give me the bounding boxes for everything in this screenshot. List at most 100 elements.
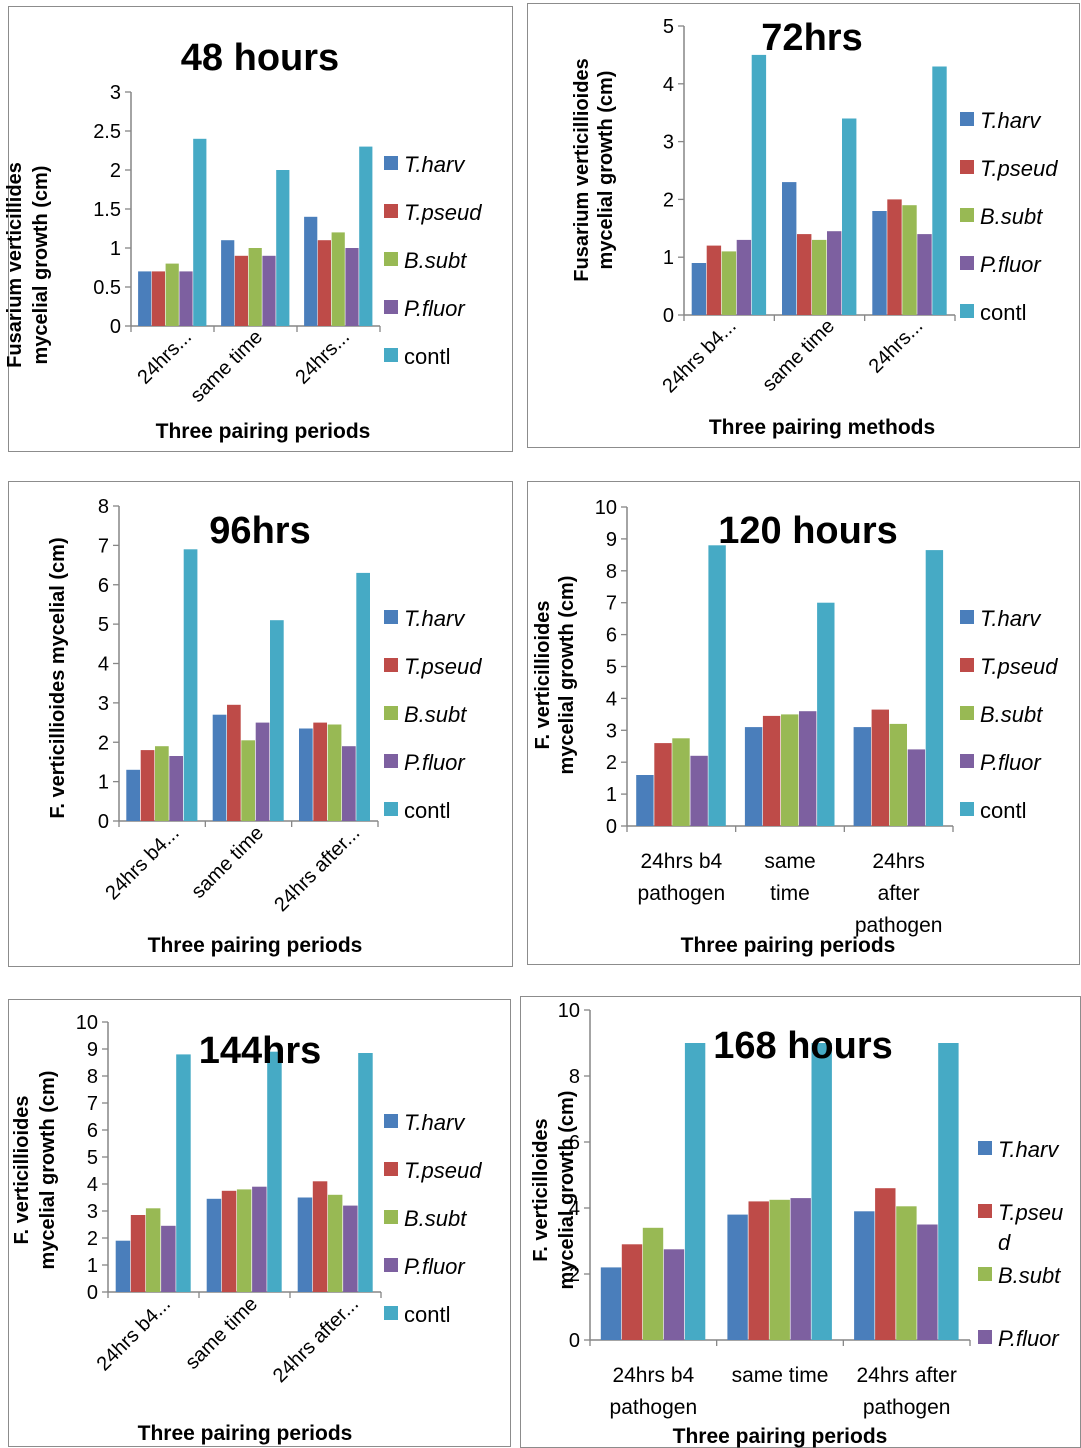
chart1-bar-t-pseud — [151, 271, 165, 326]
chart4-bar-t-harv — [636, 775, 654, 826]
chart2-bar-b-subt — [721, 251, 737, 315]
chart4-legend-label: T.harv — [980, 606, 1042, 631]
chart3-y-tick-label: 2 — [98, 732, 109, 754]
chart1-bar-p-fluor — [345, 248, 359, 326]
chart2-legend-swatch — [960, 112, 974, 126]
chart6-y-tick-label: 4 — [569, 1198, 580, 1220]
chart5-legend-swatch — [384, 1114, 398, 1128]
chart2-legend-swatch — [960, 160, 974, 174]
chart4-x-tick-label: 24hrs after pathogen — [855, 850, 943, 937]
chart2-bar-p-fluor — [917, 234, 932, 315]
chart6-legend-swatch — [978, 1141, 992, 1155]
chart3-x-axis-label: Three pairing periods — [148, 934, 363, 957]
chart2-x-axis-label: Three pairing methods — [709, 416, 935, 439]
chart3-bar-contl — [270, 620, 284, 821]
chart2-bar-b-subt — [902, 205, 917, 315]
chart5-bar-t-pseud — [221, 1190, 237, 1293]
chart4-title: 120 hours — [718, 510, 898, 552]
chart5-bar-b-subt — [145, 1208, 161, 1292]
chart6-y-tick-label: 0 — [569, 1330, 580, 1352]
chart1-y-axis-label: Fusarium verticillides mycelial growth (c… — [4, 162, 52, 368]
chart6-legend-label: T.harv — [998, 1137, 1060, 1162]
chart2-bar-t-harv — [691, 263, 707, 315]
chart2-legend-label: B.subt — [980, 204, 1043, 229]
chart3-y-tick-label: 3 — [98, 693, 109, 715]
chart5-y-tick-label: 1 — [87, 1255, 98, 1277]
chart5-legend-label: P.fluor — [404, 1254, 466, 1279]
chart3-legend-label: B.subt — [404, 702, 467, 727]
chart4-bar-t-pseud — [654, 743, 672, 826]
chart5-title: 144hrs — [199, 1030, 322, 1072]
chart6-title: 168 hours — [713, 1025, 893, 1067]
chart1-title: 48 hours — [181, 37, 339, 79]
chart1-legend-label: B.subt — [404, 248, 467, 273]
chart6-bar-contl — [684, 1043, 706, 1340]
chart4-y-tick-label: 10 — [595, 497, 617, 519]
chart5-bar-t-harv — [115, 1240, 131, 1292]
chart3-bar-contl — [183, 549, 198, 821]
chart6-bar-p-fluor — [917, 1224, 938, 1340]
chart4-legend-label: P.fluor — [980, 750, 1042, 775]
chart6-bar-t-pseud — [621, 1244, 643, 1340]
chart4-y-tick-label: 3 — [606, 720, 617, 742]
chart2-bar-p-fluor — [827, 231, 842, 315]
chart1-bar-contl — [193, 138, 207, 326]
chart2-legend-label: T.harv — [980, 108, 1042, 133]
chart6-x-tick-label: same time — [732, 1364, 829, 1387]
chart5-bar-p-fluor — [252, 1186, 267, 1292]
chart6-x-tick-label: 24hrs after pathogen — [856, 1364, 956, 1419]
chart4-bar-contl — [708, 545, 726, 826]
chart5-y-tick-label: 9 — [87, 1039, 98, 1061]
chart3-bar-p-fluor — [169, 756, 183, 821]
chart2-legend-swatch — [960, 256, 974, 270]
chart3-y-tick-label: 6 — [98, 575, 109, 597]
chart4-x-tick-label: 24hrs b4 pathogen — [638, 850, 726, 905]
chart3-bar-p-fluor — [342, 746, 356, 821]
chart5-legend-swatch — [384, 1258, 398, 1272]
chart1-legend-swatch — [384, 204, 398, 218]
chart1-y-tick-label: 2 — [110, 160, 121, 182]
chart1-bar-t-pseud — [234, 255, 248, 326]
chart4-bar-b-subt — [889, 723, 907, 826]
chart4-bar-b-subt — [781, 714, 799, 826]
chart5-y-axis-label: F. verticillioides mycelial growth (cm) — [11, 1071, 59, 1270]
chart3-y-tick-label: 0 — [98, 811, 109, 833]
chart1-bar-b-subt — [165, 263, 179, 326]
chart2-y-tick-label: 3 — [663, 132, 674, 154]
chart1-bar-b-subt — [331, 232, 345, 326]
chart1-bar-contl — [359, 146, 373, 326]
chart1-bar-t-harv — [221, 240, 235, 326]
chart3-legend-swatch — [384, 658, 398, 672]
chart5-bar-contl — [358, 1053, 373, 1292]
chart2-y-tick-label: 0 — [663, 305, 674, 327]
chart4-bar-t-pseud — [762, 715, 781, 826]
chart6-bar-t-pseud — [875, 1188, 896, 1340]
chart5-bar-p-fluor — [343, 1205, 358, 1292]
chart5-y-tick-label: 6 — [87, 1120, 98, 1142]
chart3-legend-swatch — [384, 802, 398, 816]
chart4-legend-label: contl — [980, 798, 1026, 823]
chart6-legend-label: B.subt — [998, 1263, 1061, 1288]
chart1-bar-contl — [276, 170, 290, 326]
chart4-legend-swatch — [960, 706, 974, 720]
chart5-bar-b-subt — [236, 1189, 252, 1292]
chart2-y-tick-label: 1 — [663, 247, 674, 269]
chart6-legend-swatch — [978, 1330, 992, 1344]
chart1-x-axis-label: Three pairing periods — [156, 420, 371, 443]
chart6-legend-swatch — [978, 1204, 992, 1218]
chart6-x-axis-label: Three pairing periods — [673, 1425, 888, 1448]
chart3-y-axis-label: F. verticillioides mycelial (cm) — [47, 537, 69, 818]
chart2-bar-contl — [842, 118, 857, 315]
chart1-y-tick-label: 0.5 — [93, 277, 121, 299]
chart3-legend-label: contl — [404, 798, 450, 823]
chart2-bar-t-pseud — [706, 245, 722, 315]
chart3-y-tick-label: 5 — [98, 614, 109, 636]
chart5-bar-contl — [176, 1054, 191, 1292]
chart6-bar-p-fluor — [663, 1249, 685, 1341]
chart4-bar-p-fluor — [907, 749, 926, 826]
chart2-legend-label: T.pseud — [980, 156, 1058, 181]
chart5-bar-t-harv — [206, 1198, 222, 1292]
chart1-legend-label: contl — [404, 344, 450, 369]
